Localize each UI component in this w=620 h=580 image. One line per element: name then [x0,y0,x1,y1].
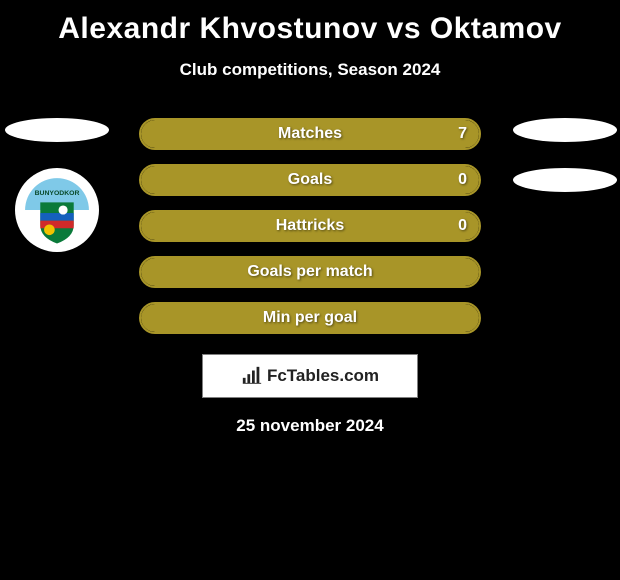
club-crest-left: BUNYODKOR [15,168,99,252]
page-title: Alexandr Khvostunov vs Oktamov [0,0,620,46]
flag-oval-right-2 [513,168,617,192]
stat-label: Goals [141,171,479,189]
stat-row: Hattricks0 [139,210,481,242]
stat-row: Goals0 [139,164,481,196]
player-right-column [510,118,620,218]
svg-text:BUNYODKOR: BUNYODKOR [35,190,80,197]
player-left-column: BUNYODKOR [2,118,112,252]
stats-list: Matches7Goals0Hattricks0Goals per matchM… [139,118,481,334]
stat-value: 7 [458,125,467,143]
stat-row: Min per goal [139,302,481,334]
fctables-logo[interactable]: FcTables.com [202,354,418,398]
bar-chart-icon [241,365,263,387]
stat-row: Goals per match [139,256,481,288]
flag-oval-right-1 [513,118,617,142]
footer-date: 25 november 2024 [0,416,620,436]
bunyodkor-crest-icon: BUNYODKOR [19,172,95,248]
stat-value: 0 [458,217,467,235]
comparison-area: BUNYODKOR Matches7Goals0Hattricks0Goals … [0,118,620,334]
logo-text: FcTables.com [267,366,379,386]
stat-label: Matches [141,125,479,143]
stat-value: 0 [458,171,467,189]
flag-oval-left [5,118,109,142]
stat-label: Min per goal [141,309,479,327]
stat-label: Goals per match [141,263,479,281]
stat-label: Hattricks [141,217,479,235]
stat-row: Matches7 [139,118,481,150]
subtitle: Club competitions, Season 2024 [0,60,620,80]
